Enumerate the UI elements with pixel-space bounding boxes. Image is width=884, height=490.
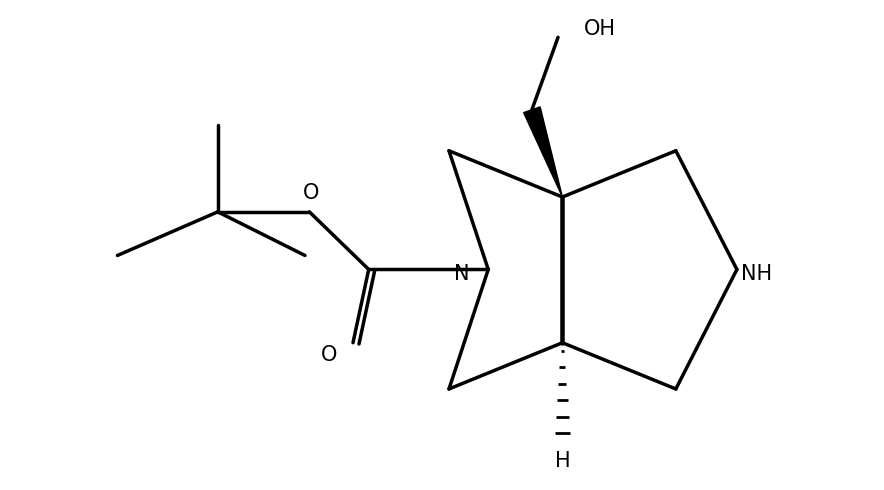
Text: OH: OH — [584, 19, 616, 39]
Text: O: O — [303, 183, 319, 203]
Text: H: H — [554, 450, 570, 470]
Text: O: O — [320, 345, 337, 365]
Text: NH: NH — [742, 264, 773, 284]
Polygon shape — [523, 107, 562, 197]
Text: N: N — [453, 264, 469, 284]
